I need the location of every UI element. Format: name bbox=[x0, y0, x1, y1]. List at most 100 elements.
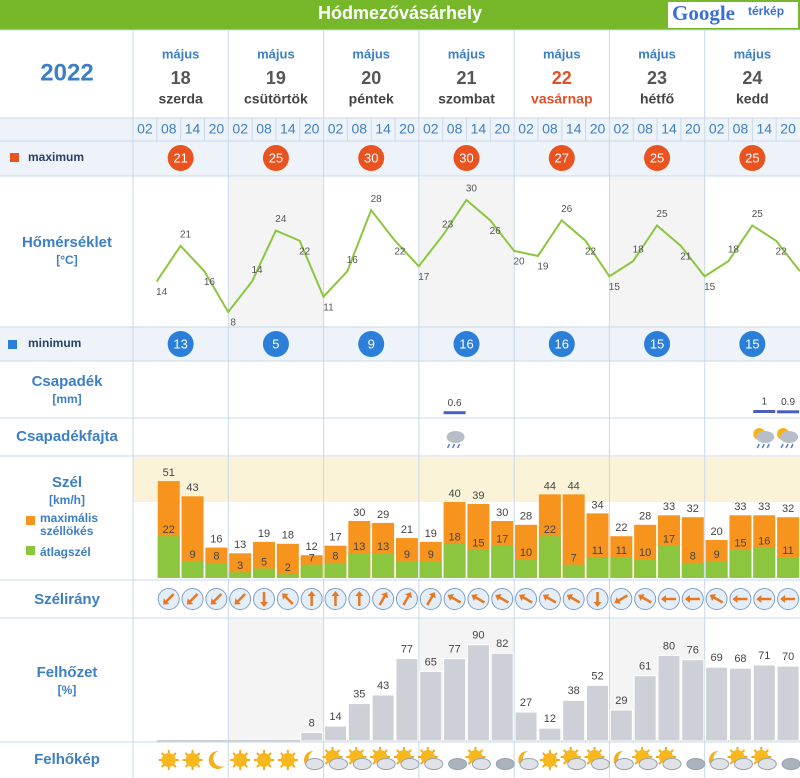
hour: 08 bbox=[733, 121, 749, 137]
avg-bar bbox=[515, 559, 538, 578]
precip-label: 0.6 bbox=[448, 398, 462, 409]
arrow-head bbox=[210, 598, 218, 605]
cloud bbox=[710, 758, 730, 770]
cloud-unit: [%] bbox=[58, 683, 77, 697]
temp-label: 25 bbox=[656, 209, 668, 220]
day-shade bbox=[418, 177, 515, 327]
avg-label: 3 bbox=[237, 560, 243, 572]
cloud-label: 68 bbox=[734, 653, 746, 665]
precip-bar bbox=[443, 411, 466, 415]
wind-dir bbox=[205, 588, 228, 610]
avg-label: 7 bbox=[309, 553, 315, 565]
dir-arrow bbox=[471, 594, 486, 604]
sky-icon bbox=[417, 747, 444, 770]
badge bbox=[644, 331, 671, 357]
gust-label: 40 bbox=[448, 488, 460, 500]
day-name: szombat bbox=[438, 91, 495, 107]
hour: 20 bbox=[399, 121, 415, 137]
avg-label: 5 bbox=[261, 556, 267, 568]
avg-label: 18 bbox=[448, 532, 460, 544]
avg-label: 9 bbox=[428, 549, 434, 561]
avg-label: 17 bbox=[663, 534, 675, 546]
wind-dir bbox=[634, 588, 657, 610]
temp-line bbox=[155, 198, 800, 314]
gust-label: 44 bbox=[568, 480, 580, 492]
gust-bar bbox=[229, 553, 252, 578]
hour: 02 bbox=[709, 121, 725, 137]
avg-bar bbox=[753, 547, 776, 578]
arrow-head bbox=[447, 594, 454, 601]
sky-icon bbox=[560, 747, 587, 770]
dir-arrow bbox=[186, 593, 199, 605]
logo-sub[interactable]: térkép bbox=[748, 4, 784, 18]
precip-icon bbox=[777, 428, 799, 449]
badge-label: 25 bbox=[745, 150, 759, 165]
logo[interactable]: Google bbox=[672, 1, 735, 25]
arrow-head bbox=[566, 594, 574, 601]
cloud-bar bbox=[586, 684, 610, 742]
arrow-head bbox=[404, 592, 412, 599]
day-name: csütörtök bbox=[244, 91, 308, 107]
avg-bar bbox=[205, 562, 228, 578]
year: 2022 bbox=[40, 59, 93, 86]
wind-dir bbox=[419, 588, 442, 610]
temp-label: 15 bbox=[609, 282, 621, 293]
hour: 02 bbox=[614, 121, 630, 137]
hour: 20 bbox=[780, 121, 796, 137]
avg-bar bbox=[729, 549, 752, 578]
badge bbox=[358, 145, 385, 171]
avg-label: 11 bbox=[592, 545, 603, 557]
cloud-bar bbox=[657, 654, 681, 742]
cloud-label: 77 bbox=[448, 644, 460, 656]
cloudpic-label: Felhőkép bbox=[34, 751, 100, 768]
avg-label: 22 bbox=[544, 524, 556, 536]
cloud-bar bbox=[300, 731, 324, 742]
hour: 20 bbox=[209, 121, 225, 137]
dir-arrow bbox=[282, 593, 294, 605]
temp-label: 22 bbox=[299, 246, 311, 257]
dir-arrow bbox=[426, 592, 436, 606]
temp-label: 26 bbox=[490, 226, 502, 237]
cloud-bar bbox=[633, 675, 657, 742]
cloud bbox=[376, 758, 396, 770]
avg-label: 11 bbox=[782, 545, 793, 557]
wind-dir bbox=[538, 588, 561, 610]
cloud-label: 77 bbox=[401, 644, 413, 656]
badge bbox=[262, 331, 289, 357]
avg-label: 13 bbox=[353, 541, 365, 553]
dir-arrow bbox=[331, 591, 340, 606]
wind-dir bbox=[515, 588, 538, 610]
avg-bar bbox=[157, 536, 180, 578]
temp-label: 21 bbox=[180, 229, 192, 240]
avg-bar bbox=[395, 560, 418, 578]
wind-dir bbox=[395, 588, 418, 610]
cloud-label: 61 bbox=[639, 661, 651, 673]
wind-dir bbox=[253, 588, 276, 610]
logo-box[interactable] bbox=[668, 2, 798, 28]
wind-dir bbox=[300, 588, 323, 610]
avg-bar bbox=[324, 562, 347, 578]
precip-icon bbox=[446, 431, 465, 449]
cloud bbox=[591, 758, 611, 770]
dir-arrow bbox=[756, 595, 772, 603]
temp-label: 23 bbox=[442, 219, 454, 230]
arrow-head bbox=[381, 592, 389, 599]
wind-dir bbox=[657, 588, 680, 610]
dir-arrow bbox=[709, 594, 724, 604]
wind-dir bbox=[753, 588, 776, 610]
sky-icon bbox=[465, 747, 491, 770]
wind-dir bbox=[610, 588, 633, 610]
rain bbox=[451, 443, 456, 449]
dir-arrow bbox=[684, 595, 700, 603]
day-shade bbox=[609, 177, 705, 327]
badge-label: 27 bbox=[555, 150, 569, 165]
gust-label: 20 bbox=[711, 526, 723, 538]
gust-label: 19 bbox=[258, 528, 270, 540]
temp-label: 25 bbox=[752, 209, 764, 220]
cloud bbox=[471, 758, 491, 770]
avg-bar bbox=[657, 545, 680, 578]
wind-dir bbox=[229, 588, 252, 610]
avg-label: 22 bbox=[163, 524, 175, 536]
avg-label: 16 bbox=[758, 536, 770, 548]
cloud bbox=[328, 758, 348, 770]
